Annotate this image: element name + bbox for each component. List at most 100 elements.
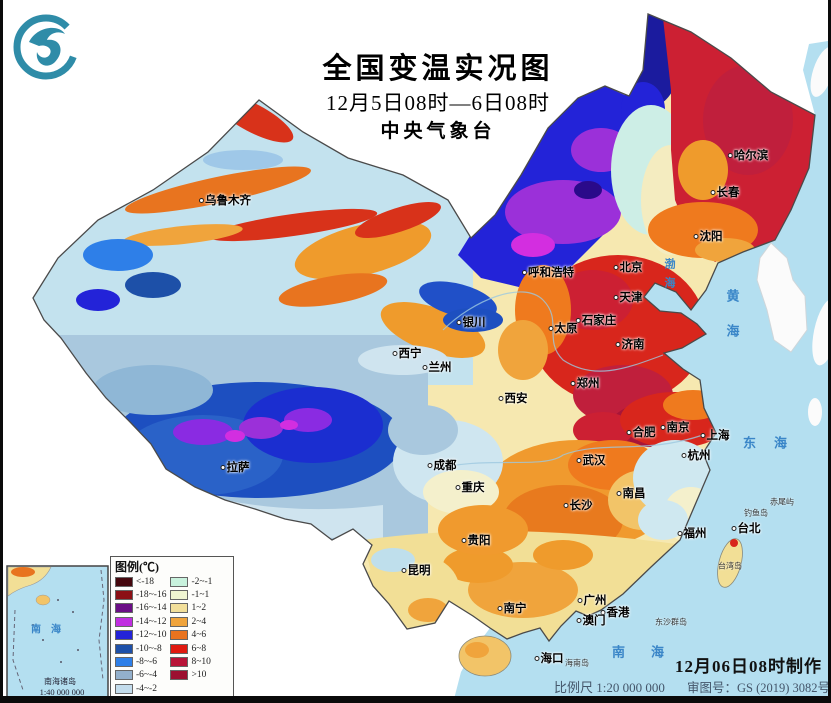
city-name: 杭州	[687, 450, 711, 462]
production-time: 12月06日08时制作	[675, 657, 822, 676]
legend-row: 2~4	[170, 615, 212, 628]
city-marker	[616, 490, 622, 496]
legend-label: 6~8	[191, 643, 207, 654]
city-name: 海口	[540, 653, 564, 665]
legend-swatch	[170, 616, 189, 627]
legend-label: -16~-14	[136, 603, 167, 614]
city-marker	[681, 452, 687, 458]
legend-row: 4~6	[170, 629, 212, 642]
city-marker	[727, 152, 733, 158]
hainan-patch	[465, 642, 489, 658]
legend-label: -2~-1	[191, 576, 213, 587]
legend-swatch	[115, 657, 133, 668]
taiwan-warm-spot	[730, 539, 738, 547]
island-label-赤尾屿: 赤尾屿	[770, 497, 794, 507]
legend-swatch	[170, 657, 189, 668]
city-label-上海: 上海	[700, 427, 730, 443]
title-block: 全国变温实况图 12月5日08时—6日08时 中央气象台	[243, 50, 633, 146]
legend-swatch	[170, 630, 189, 641]
sea-label-南海: 南海	[611, 644, 691, 660]
city-label-兰州: 兰州	[422, 359, 452, 375]
city-marker	[575, 317, 581, 323]
legend-row: -1~1	[170, 588, 212, 601]
city-label-西安: 西安	[498, 390, 528, 406]
legend-row: 1~2	[170, 602, 212, 615]
city-marker	[456, 319, 462, 325]
city-name: 昆明	[407, 565, 431, 577]
city-marker	[626, 429, 632, 435]
agency-name: 中央气象台	[380, 121, 496, 142]
city-name: 济南	[621, 339, 645, 351]
city-name: 拉萨	[226, 462, 250, 474]
city-marker	[731, 525, 737, 531]
legend-swatch	[170, 643, 189, 654]
legend-box: 图例(℃) <-18 -18~-16 -16~-14 -14~-12 -12~-10 -1…	[110, 556, 234, 696]
city-label-昆明: 昆明	[401, 562, 431, 578]
legend-label: -4~-2	[136, 683, 157, 694]
city-name: 福州	[683, 528, 707, 540]
legend-label: -8~-6	[136, 657, 157, 668]
city-name: 武汉	[582, 455, 606, 467]
city-name: 成都	[433, 460, 457, 472]
legend-column-negative: <-18 -18~-16 -16~-14 -14~-12 -12~-10 -10~-8 -8…	[115, 575, 166, 696]
logo-ring	[13, 14, 79, 80]
city-marker	[522, 269, 527, 275]
legend-title: 图例(℃)	[115, 560, 159, 574]
city-name: 银川	[462, 317, 486, 329]
city-label-长沙: 长沙	[563, 497, 593, 513]
city-label-西宁: 西宁	[392, 345, 422, 361]
city-marker	[427, 462, 433, 468]
city-label-海口: 海口	[534, 650, 564, 666]
sea-label-东海: 东海	[742, 435, 806, 451]
city-label-杭州: 杭州	[681, 447, 711, 463]
city-name: 南昌	[622, 488, 646, 500]
approval-number: 审图号：GS (2019) 3082号	[687, 681, 831, 695]
island-label-东沙群岛: 东沙群岛	[655, 617, 687, 627]
city-name: 合肥	[632, 427, 656, 439]
city-marker	[497, 605, 503, 611]
sea-label-渤海: 渤海	[663, 258, 675, 296]
legend-swatch	[115, 630, 133, 641]
city-label-重庆: 重庆	[455, 479, 485, 495]
legend-row: <-18	[115, 575, 166, 588]
city-marker	[455, 484, 461, 490]
legend-swatch	[115, 576, 133, 587]
city-label-香港: 香港	[600, 604, 630, 620]
city-name: 郑州	[576, 378, 600, 390]
city-marker	[613, 264, 619, 270]
inset-caption: 南海诸岛	[44, 677, 76, 686]
city-label-南京: 南京	[660, 419, 690, 435]
legend-label: -6~-4	[136, 670, 157, 681]
city-marker	[548, 325, 554, 331]
legend-swatch	[170, 576, 189, 587]
legend-label: <-18	[136, 576, 155, 587]
city-label-拉萨: 拉萨	[220, 459, 250, 475]
city-name: 南宁	[503, 603, 527, 615]
legend-label: -1~1	[191, 590, 210, 601]
legend-swatch	[115, 643, 133, 654]
legend-row: >10	[170, 669, 212, 682]
city-label-成都: 成都	[427, 457, 457, 473]
city-label-哈尔滨: 哈尔滨	[727, 147, 768, 163]
date-range: 12月5日08时—6日08时	[326, 91, 550, 115]
city-name: 澳门	[582, 615, 606, 627]
city-label-石家庄: 石家庄	[575, 312, 616, 328]
city-marker	[563, 502, 569, 508]
city-name: 北京	[619, 262, 643, 274]
legend-swatch	[170, 603, 189, 614]
city-label-澳门: 澳门	[576, 612, 606, 628]
city-marker	[613, 294, 619, 300]
city-name: 南京	[666, 422, 690, 434]
city-name: 香港	[606, 607, 630, 619]
legend-row: -10~-8	[115, 642, 166, 655]
city-label-郑州: 郑州	[570, 375, 600, 391]
legend-label: 4~6	[191, 630, 207, 641]
city-name: 长沙	[569, 500, 593, 512]
legend-label: 8~10	[191, 657, 211, 668]
city-name: 太原	[554, 323, 578, 335]
island-label-海南岛: 海南岛	[565, 658, 589, 668]
legend-row: -12~-10	[115, 629, 166, 642]
china-temperature-map	[6, 13, 828, 696]
korea-landmass	[756, 242, 808, 353]
city-marker	[576, 457, 582, 463]
